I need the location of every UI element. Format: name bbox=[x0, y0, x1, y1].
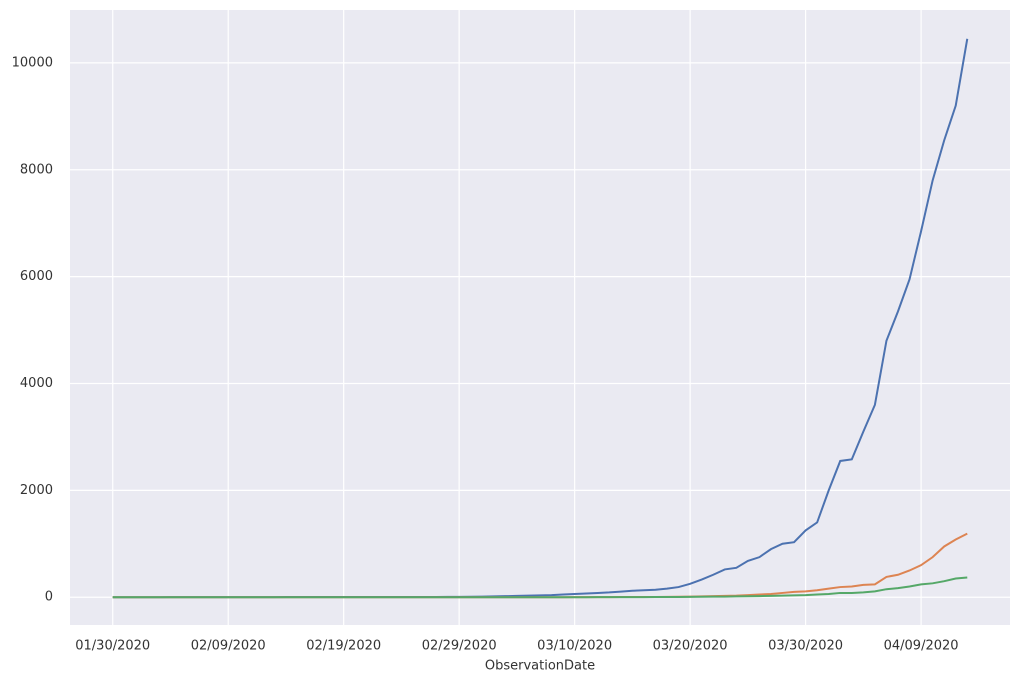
x-tick-label: 01/30/2020 bbox=[75, 639, 150, 654]
y-tick-label: 0 bbox=[45, 590, 53, 605]
y-tick-label: 4000 bbox=[20, 376, 53, 391]
y-tick-label: 2000 bbox=[20, 483, 53, 498]
x-axis-label: ObservationDate bbox=[485, 659, 595, 674]
x-tick-label: 02/09/2020 bbox=[191, 639, 266, 654]
line bbox=[112, 576, 968, 599]
x-tick-label: 02/29/2020 bbox=[422, 639, 497, 654]
x-tick-label: 04/09/2020 bbox=[884, 639, 959, 654]
x-tick-label: 03/20/2020 bbox=[653, 639, 728, 654]
x-tick-label: 02/19/2020 bbox=[306, 639, 381, 654]
y-tick-label: 6000 bbox=[20, 269, 53, 284]
y-tick-label: 10000 bbox=[12, 55, 53, 70]
y-tick-label: 8000 bbox=[20, 162, 53, 177]
x-tick-label: 03/30/2020 bbox=[768, 639, 843, 654]
x-tick-label: 03/10/2020 bbox=[537, 639, 612, 654]
plot-area bbox=[70, 10, 1010, 625]
